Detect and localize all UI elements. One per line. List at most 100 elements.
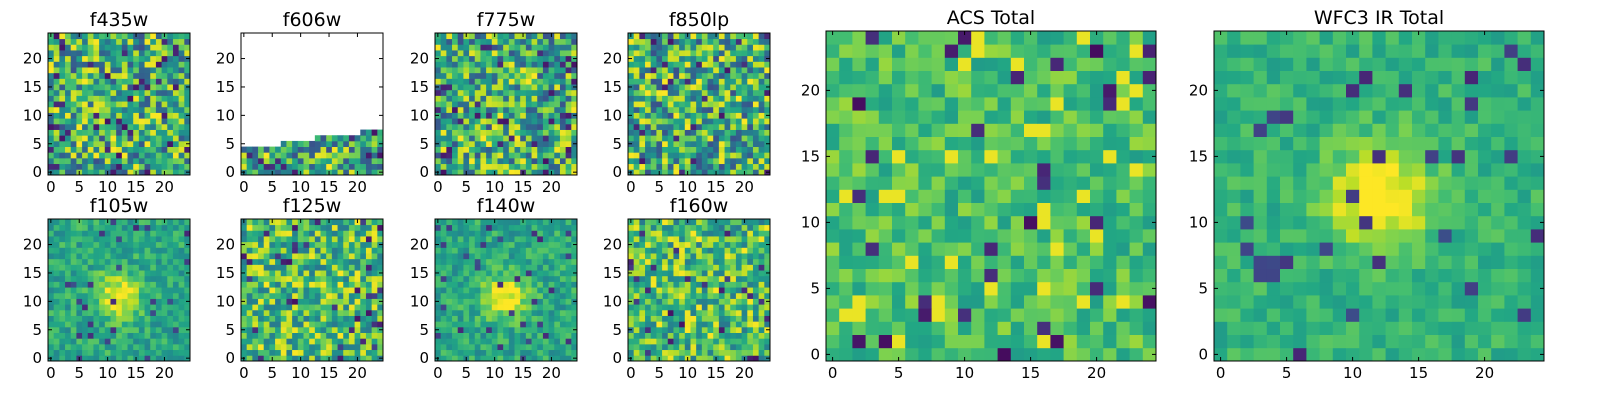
- heatmap-cell: [486, 146, 493, 153]
- heatmap-cell: [628, 315, 635, 322]
- heatmap-cell: [246, 152, 253, 159]
- heatmap-cell: [852, 308, 866, 322]
- heatmap-cell: [984, 268, 998, 283]
- heatmap-cell: [167, 338, 174, 345]
- heatmap-cell: [354, 140, 361, 147]
- heatmap-cell: [718, 84, 725, 91]
- heatmap-cell: [348, 224, 355, 231]
- heatmap-cell: [650, 72, 657, 79]
- heatmap-cell: [161, 61, 168, 68]
- heatmap-cell: [747, 44, 754, 51]
- heatmap-cell: [161, 315, 168, 322]
- heatmap-cell: [531, 44, 538, 51]
- heatmap-cell: [241, 230, 248, 237]
- heatmap-cell: [343, 236, 350, 243]
- heatmap-cell: [497, 169, 504, 176]
- x-tick-label: 10: [485, 178, 504, 196]
- heatmap-cell: [184, 146, 191, 153]
- heatmap-cell: [167, 135, 174, 142]
- heatmap-cell: [133, 72, 140, 79]
- heatmap-cell: [463, 343, 470, 351]
- heatmap-cell: [446, 275, 453, 282]
- heatmap-cell: [724, 118, 731, 125]
- heatmap-cell: [241, 281, 248, 288]
- heatmap-cell: [99, 152, 106, 159]
- heatmap-cell: [469, 140, 476, 147]
- heatmap-cell: [747, 33, 754, 40]
- heatmap-cell: [486, 224, 493, 231]
- heatmap-cell: [491, 298, 498, 305]
- heatmap-cell: [326, 258, 333, 265]
- heatmap-cell: [48, 95, 55, 102]
- heatmap-cell: [645, 270, 652, 277]
- heatmap-cell: [463, 101, 470, 108]
- heatmap-cell: [463, 304, 470, 311]
- heatmap-cell: [457, 355, 464, 362]
- heatmap-cell: [735, 304, 742, 311]
- heatmap-cell: [690, 247, 697, 254]
- heatmap-cell: [457, 44, 464, 51]
- heatmap-cell: [537, 247, 544, 254]
- heatmap-cell: [713, 129, 720, 136]
- heatmap-cell: [542, 326, 549, 333]
- heatmap-cell: [155, 118, 162, 125]
- heatmap-cell: [452, 332, 459, 339]
- heatmap-cell: [735, 38, 742, 45]
- heatmap-cell: [878, 334, 893, 349]
- heatmap-cell: [167, 315, 174, 322]
- heatmap-cell: [735, 101, 742, 108]
- heatmap-cell: [474, 146, 481, 153]
- heatmap-cell: [167, 355, 174, 362]
- heatmap-cell: [172, 50, 180, 57]
- heatmap-cell: [520, 101, 527, 108]
- heatmap-cell: [690, 129, 697, 136]
- y-tick-label: 0: [419, 349, 429, 367]
- heatmap-cell: [474, 72, 481, 79]
- heatmap-cell: [269, 152, 276, 159]
- heatmap-cell: [172, 152, 180, 159]
- heatmap-cell: [1090, 295, 1104, 309]
- heatmap-cell: [474, 253, 481, 260]
- heatmap-cell: [138, 89, 145, 96]
- heatmap-cell: [446, 67, 453, 74]
- heatmap-cell: [684, 152, 691, 159]
- heatmap-cell: [690, 343, 697, 351]
- heatmap-cell: [161, 338, 168, 345]
- heatmap-cell: [474, 332, 481, 339]
- heatmap-cell: [752, 146, 760, 153]
- heatmap-cell: [48, 61, 55, 68]
- heatmap-cell: [110, 157, 117, 165]
- heatmap-cell: [741, 230, 748, 237]
- heatmap-cell: [144, 55, 151, 62]
- heatmap-cell: [645, 338, 652, 345]
- heatmap-cell: [645, 281, 652, 288]
- heatmap-cell: [59, 101, 66, 108]
- heatmap-cell: [752, 247, 760, 254]
- heatmap-cell: [645, 230, 652, 237]
- heatmap-cell: [258, 326, 265, 333]
- heatmap-cell: [144, 304, 151, 311]
- heatmap-cell: [633, 101, 640, 108]
- heatmap-cell: [491, 67, 498, 74]
- heatmap-cell: [497, 101, 504, 108]
- heatmap-cell: [525, 146, 532, 153]
- heatmap-cell: [752, 258, 760, 265]
- heatmap-cell: [360, 236, 367, 243]
- heatmap-cell: [87, 332, 94, 339]
- heatmap-cell: [161, 118, 168, 125]
- heatmap-cell: [93, 72, 100, 79]
- heatmap-cell: [514, 338, 521, 345]
- heatmap-cell: [865, 347, 880, 362]
- heatmap-cell: [184, 321, 191, 328]
- heatmap-cell: [314, 275, 321, 282]
- heatmap-cell: [645, 95, 652, 102]
- heatmap-cell: [354, 338, 361, 345]
- heatmap-cell: [144, 129, 151, 136]
- heatmap-cell: [741, 118, 748, 125]
- heatmap-cell: [435, 321, 442, 328]
- heatmap-cell: [741, 157, 748, 165]
- heatmap-cell: [76, 101, 83, 108]
- heatmap-cell: [116, 326, 123, 333]
- heatmap-cell: [161, 152, 168, 159]
- heatmap-cell: [531, 112, 538, 119]
